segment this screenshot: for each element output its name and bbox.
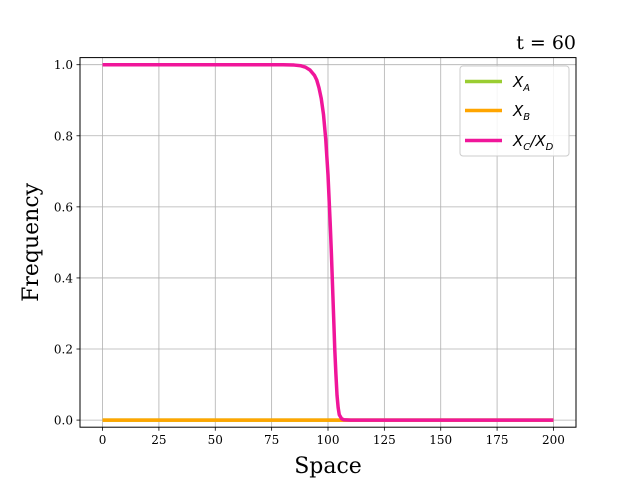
x-tick-label: 75 xyxy=(264,433,279,447)
y-tick-label: 0.0 xyxy=(54,414,73,428)
legend: XA XB XC/XD xyxy=(459,65,570,157)
legend-label-xa: XA xyxy=(512,73,530,94)
x-tick-label: 125 xyxy=(373,433,396,447)
y-axis-label: Frequency xyxy=(19,182,44,302)
x-tick-label: 150 xyxy=(429,433,452,447)
legend-label-xcxd: XC/XD xyxy=(512,132,554,153)
y-tick-label: 0.2 xyxy=(54,343,73,357)
series-line-x-c-x-d xyxy=(102,62,554,422)
chart-title: t = 60 xyxy=(516,32,576,54)
x-tick-label: 200 xyxy=(542,433,565,447)
y-tick-label: 0.4 xyxy=(54,271,73,285)
y-tick-label: 0.6 xyxy=(54,200,73,214)
x-tick-label: 0 xyxy=(99,433,107,447)
x-tick-label: 175 xyxy=(486,433,509,447)
series-layer xyxy=(102,62,554,422)
y-ticks: 0.0 0.2 0.4 0.6 0.8 1.0 xyxy=(54,58,80,428)
y-tick-label: 0.8 xyxy=(54,129,73,143)
x-axis-label: Space xyxy=(294,454,362,479)
legend-label-xb: XB xyxy=(512,102,530,123)
x-ticks: 0 25 50 75 100 125 150 175 200 xyxy=(99,427,565,447)
legend-box xyxy=(459,65,570,157)
x-tick-label: 25 xyxy=(151,433,166,447)
x-tick-label: 100 xyxy=(317,433,340,447)
x-tick-label: 50 xyxy=(208,433,223,447)
y-tick-label: 1.0 xyxy=(54,58,73,72)
